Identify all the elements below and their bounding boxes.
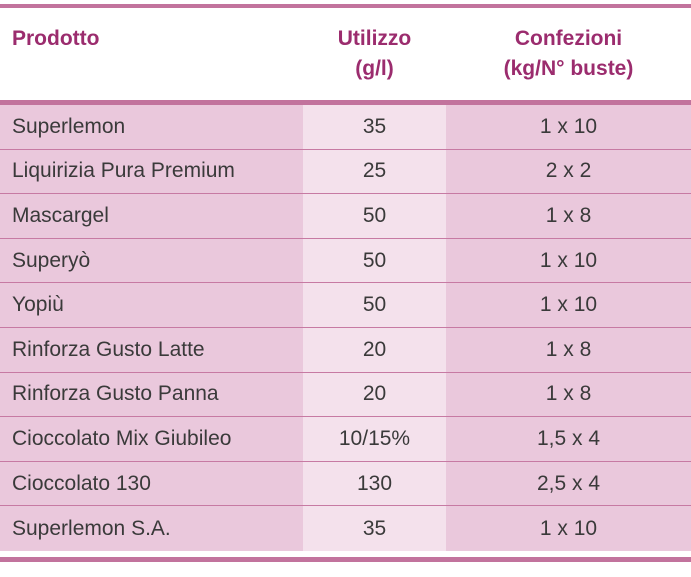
cell-product: Liquirizia Pura Premium <box>0 149 303 194</box>
cell-product: Cioccolato Mix Giubileo <box>0 417 303 461</box>
cell-packs: 1 x 10 <box>446 283 691 327</box>
cell-packs: 1,5 x 4 <box>446 417 691 461</box>
cell-product: Yopiù <box>0 283 303 327</box>
header-packs: Confezioni (kg/N° buste) <box>503 27 634 80</box>
cell-usage: 10/15% <box>303 417 446 461</box>
cell-usage: 20 <box>303 372 446 417</box>
cell-packs: 1 x 8 <box>446 194 691 238</box>
cell-product: Cioccolato 130 <box>0 461 303 506</box>
top-rule <box>0 4 691 8</box>
header-usage: Utilizzo (g/l) <box>337 27 412 80</box>
cell-packs: 1 x 10 <box>446 105 691 149</box>
cell-usage: 50 <box>303 194 446 238</box>
cell-packs: 1 x 8 <box>446 327 691 372</box>
table-row: Rinforza Gusto Panna 20 1 x 8 <box>0 372 691 418</box>
cell-packs: 1 x 10 <box>446 506 691 551</box>
table-row: Superlemon 35 1 x 10 <box>0 105 691 150</box>
cell-product: Mascargel <box>0 194 303 238</box>
cell-packs: 1 x 8 <box>446 372 691 417</box>
table-body: Superlemon 35 1 x 10 Liquirizia Pura Pre… <box>0 105 691 557</box>
table-row: Yopiù 50 1 x 10 <box>0 283 691 328</box>
header-rule <box>0 100 691 105</box>
table-header: Prodotto Utilizzo (g/l) Confezioni (kg/N… <box>0 8 691 100</box>
cell-usage: 50 <box>303 283 446 327</box>
cell-usage: 35 <box>303 506 446 551</box>
cell-product: Rinforza Gusto Latte <box>0 327 303 372</box>
table-row: Cioccolato 130 130 2,5 x 4 <box>0 461 691 507</box>
cell-packs: 2 x 2 <box>446 149 691 194</box>
header-product: Prodotto <box>12 27 100 50</box>
cell-product: Superlemon <box>0 105 303 149</box>
cell-usage: 20 <box>303 327 446 372</box>
cell-packs: 2,5 x 4 <box>446 461 691 506</box>
table-row: Cioccolato Mix Giubileo 10/15% 1,5 x 4 <box>0 417 691 462</box>
table-row: Mascargel 50 1 x 8 <box>0 194 691 239</box>
cell-packs: 1 x 10 <box>446 238 691 283</box>
cell-usage: 50 <box>303 238 446 283</box>
table-row: Superlemon S.A. 35 1 x 10 <box>0 506 691 551</box>
cell-usage: 25 <box>303 149 446 194</box>
table-row: Rinforza Gusto Latte 20 1 x 8 <box>0 327 691 373</box>
cell-product: Rinforza Gusto Panna <box>0 372 303 417</box>
bottom-rule <box>0 557 691 562</box>
cell-product: Superyò <box>0 238 303 283</box>
cell-usage: 130 <box>303 461 446 506</box>
cell-usage: 35 <box>303 105 446 149</box>
cell-product: Superlemon S.A. <box>0 506 303 551</box>
table-row: Liquirizia Pura Premium 25 2 x 2 <box>0 149 691 195</box>
table-row: Superyò 50 1 x 10 <box>0 238 691 284</box>
